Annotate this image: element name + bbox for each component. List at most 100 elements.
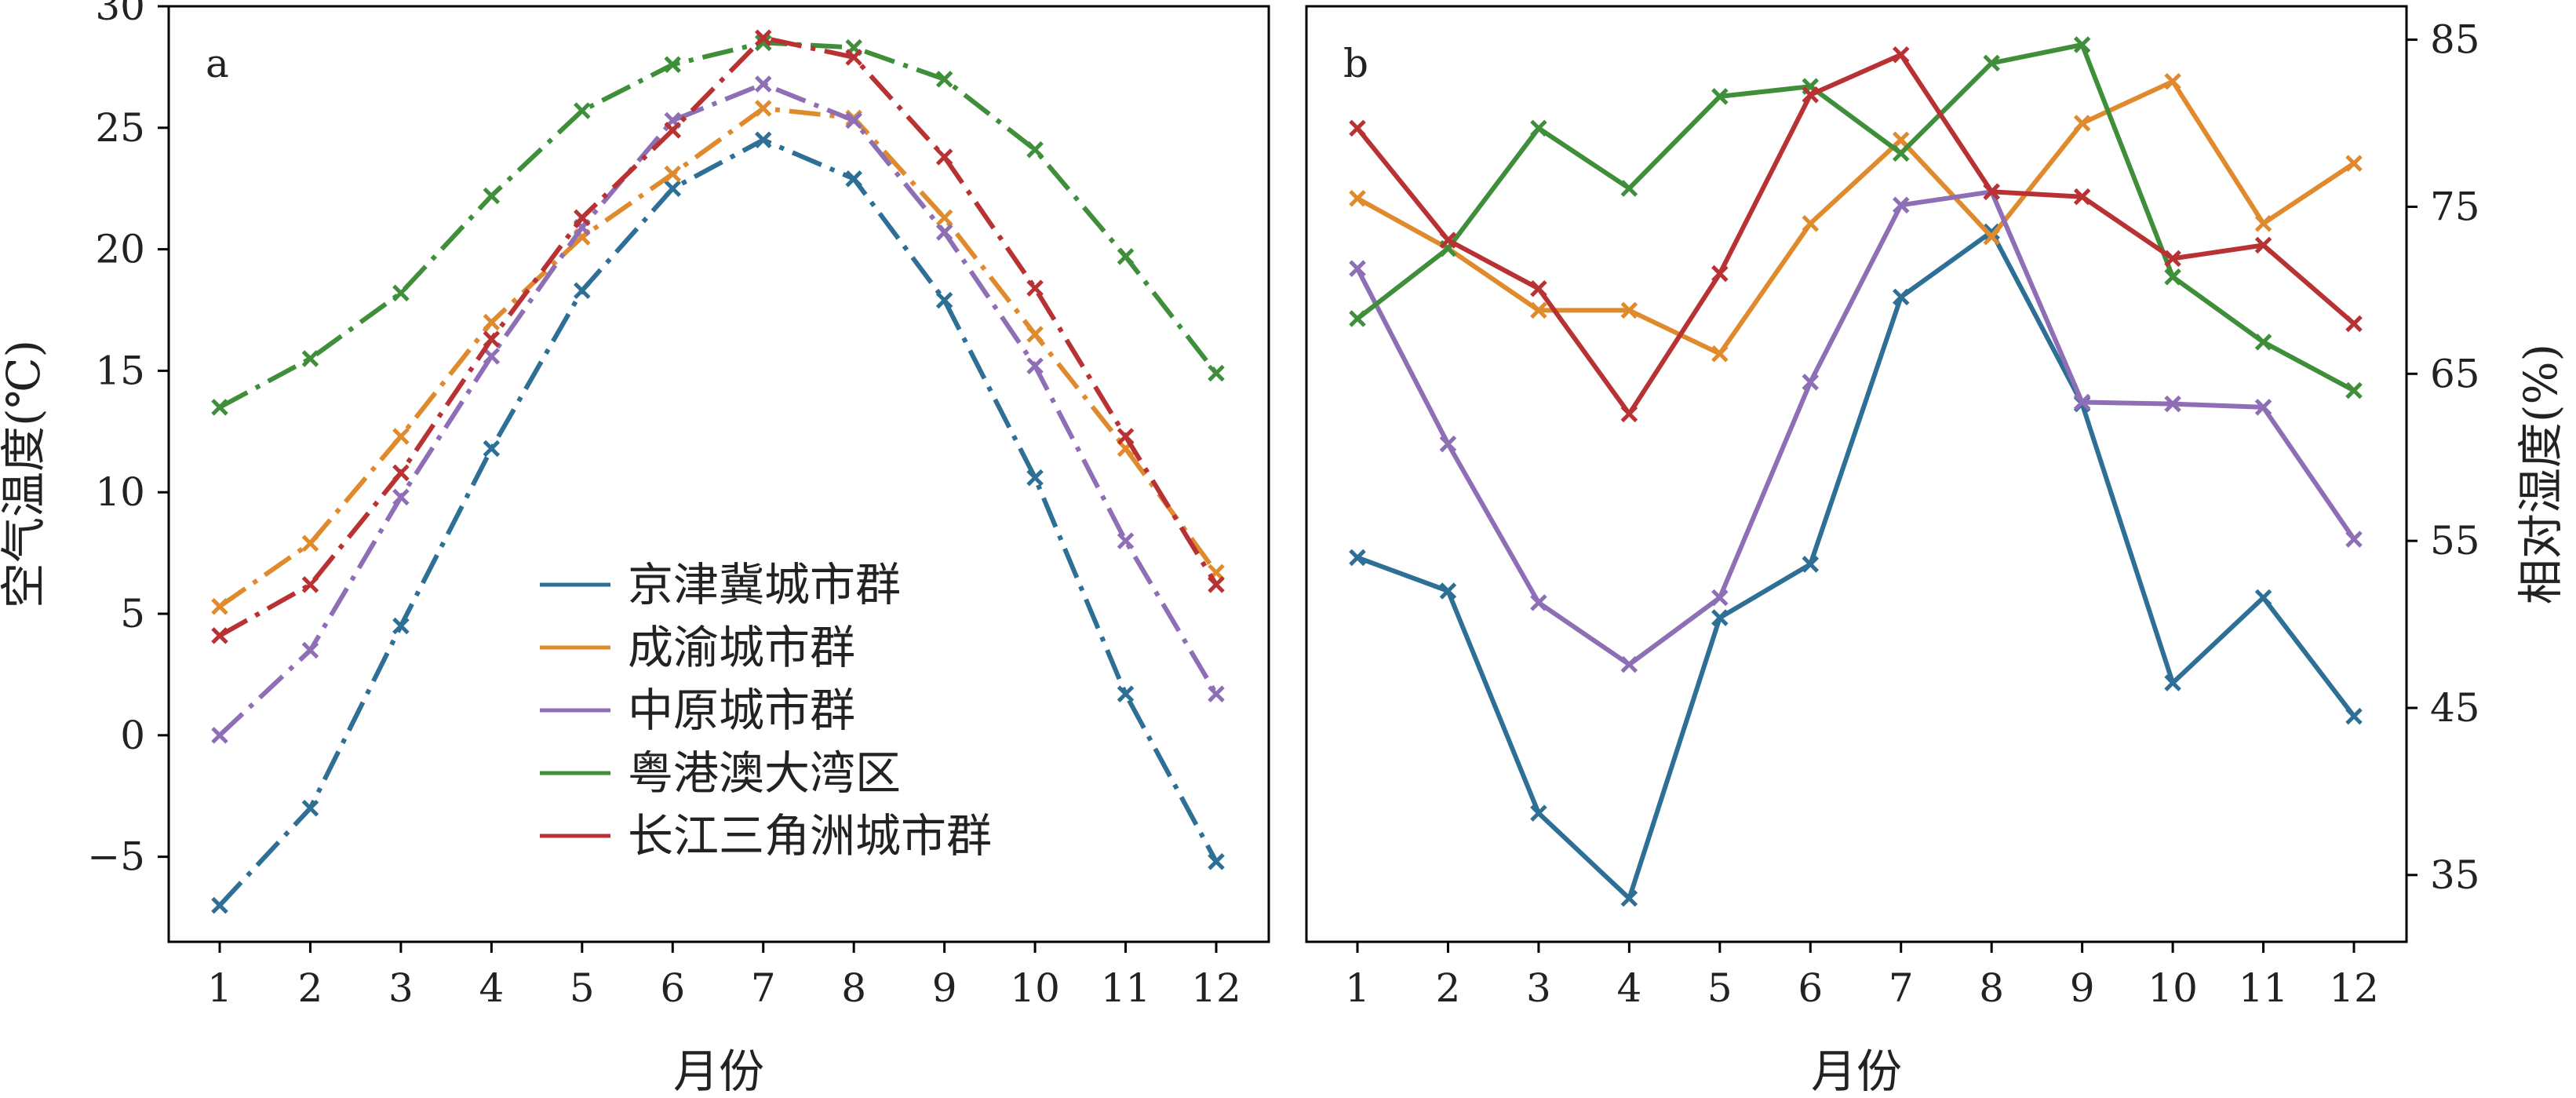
panel-b-data-point-marker xyxy=(2345,315,2363,333)
panel-a-data-point-marker xyxy=(574,209,591,227)
panel-a-data-point-marker xyxy=(1026,140,1044,159)
legend-label: 京津冀城市群 xyxy=(628,558,901,611)
panel-b-data-point-marker xyxy=(2073,393,2091,411)
panel-b-y-tick-label: 45 xyxy=(2430,685,2480,731)
panel-b-data-point-marker xyxy=(1983,223,2000,241)
panel-b-data-point-marker xyxy=(1802,374,1820,391)
panel-b-data-point-marker xyxy=(1349,549,1366,567)
panel-a-x-tick-label: 6 xyxy=(660,965,685,1011)
panel-b-y-tick-label: 65 xyxy=(2430,351,2480,396)
panel-b-series-line-4 xyxy=(1355,52,2356,417)
panel-b-data-point-marker xyxy=(1802,86,1820,104)
panel-a-data-point-marker xyxy=(1117,428,1135,445)
panel-b-data-point-marker xyxy=(1620,301,1638,319)
panel-b-data-point-marker xyxy=(1349,119,1366,137)
panel-a-data-point-marker xyxy=(301,799,319,817)
panel-a-data-point-marker xyxy=(1026,326,1044,343)
panel-b-data-point-marker xyxy=(1349,260,1366,277)
panel-a-data-point-marker xyxy=(1208,853,1225,870)
panel-b-x-tick-label: 2 xyxy=(1436,965,1461,1011)
panel-b-x-axis-title: 月份 xyxy=(1811,1045,1902,1098)
panel-b-letter: b xyxy=(1343,41,1368,86)
panel-a-data-point-marker xyxy=(1208,364,1225,382)
panel-b-data-point-marker xyxy=(1439,582,1457,600)
panel-a-data-point-marker xyxy=(392,488,410,506)
panel-b-data-point-marker xyxy=(1620,655,1638,673)
panel-a-y-tick-label: 25 xyxy=(95,105,145,151)
panel-b-data-point-marker xyxy=(1892,131,1910,149)
panel-a-data-point-marker xyxy=(483,440,501,458)
legend-label: 粤港澳大湾区 xyxy=(628,746,901,800)
panel-b-data-point-marker xyxy=(2073,36,2091,53)
panel-a-data-point-marker xyxy=(935,148,953,166)
panel-b-data-point-marker xyxy=(1530,301,1547,319)
panel-a-data-point-marker xyxy=(1117,685,1135,702)
panel-a-data-point-marker xyxy=(1026,357,1044,374)
panel-b-data-point-marker xyxy=(1892,288,1910,306)
panel-b-x-tick-label: 5 xyxy=(1707,965,1733,1011)
panel-b-data-point-marker xyxy=(1802,556,1820,573)
panel-b-data-point-marker xyxy=(1892,46,1910,64)
panel-b-data-point-marker xyxy=(1349,310,1366,327)
panel-a-data-point-marker xyxy=(301,350,319,367)
panel-a-x-tick-label: 2 xyxy=(298,965,323,1011)
panel-a-data-point-marker xyxy=(845,170,862,188)
panel-a-x-tick-label: 1 xyxy=(207,965,232,1011)
panel-a-data-point-marker xyxy=(754,100,772,117)
panel-b-data-point-marker xyxy=(2164,395,2181,413)
panel-a-y-axis-title: 空气温度(℃) xyxy=(0,340,50,608)
panel-a-data-point-marker xyxy=(935,224,953,241)
panel-b-y-axis-title: 相对湿度(%) xyxy=(2514,344,2567,604)
panel-a-data-point-marker xyxy=(845,111,862,129)
panel-b-y-tick-label: 85 xyxy=(2430,17,2480,63)
panel-b-data-point-marker xyxy=(1620,405,1638,423)
panel-a-data-point-marker xyxy=(392,464,410,482)
panel-b-data-point-marker xyxy=(2073,188,2091,206)
panel-b-data-point-marker xyxy=(1983,54,2000,72)
panel-b-data-point-marker xyxy=(1439,232,1457,249)
panel-b-x-tick-label: 1 xyxy=(1345,965,1370,1011)
panel-b-series-line-1 xyxy=(1356,78,2356,356)
panel-b-data-point-marker xyxy=(2345,707,2363,725)
panel-a-x-tick-label: 12 xyxy=(1191,965,1241,1011)
panel-b-series-line-0 xyxy=(1356,229,2356,901)
panel-a-plot-frame xyxy=(167,5,1270,943)
panel-a-x-axis-title: 月份 xyxy=(673,1045,764,1098)
panel-b-data-point-marker xyxy=(1711,589,1729,607)
panel-a-data-point-marker xyxy=(754,131,772,149)
panel-b-data-point-marker xyxy=(1802,214,1820,232)
panel-b-x-tick-label: 12 xyxy=(2329,965,2379,1011)
panel-b-data-point-marker xyxy=(1711,264,1729,283)
panel-b-series-line-2 xyxy=(1355,189,2356,667)
panel-a-data-point-marker xyxy=(392,428,410,445)
panel-a-data-point-marker xyxy=(664,122,682,139)
panel-b-data-point-marker xyxy=(2254,334,2272,351)
panel-a-data-point-marker xyxy=(754,75,772,93)
panel-a-x-tick-label: 10 xyxy=(1010,965,1060,1011)
panel-a-y-tick-label: 5 xyxy=(120,591,145,637)
legend-label: 长江三角洲城市群 xyxy=(628,809,992,863)
panel-a-data-point-marker xyxy=(1026,279,1044,297)
panel-b-x-tick-label: 9 xyxy=(2070,965,2095,1011)
panel-a-data-point-marker xyxy=(301,641,319,659)
panel-a-x-tick-label: 9 xyxy=(932,965,957,1011)
panel-a-data-point-marker xyxy=(664,165,682,183)
panel-a-data-point-marker xyxy=(483,187,501,205)
panel-b-y-tick-label: 55 xyxy=(2430,518,2480,564)
panel-b-data-point-marker xyxy=(1892,196,1910,214)
panel-a-data-point-marker xyxy=(935,291,953,309)
panel-b-data-point-marker xyxy=(1711,609,1729,626)
panel-a-data-point-marker xyxy=(1117,532,1135,549)
panel-a-data-point-marker xyxy=(392,284,410,302)
panel-a-data-point-marker xyxy=(211,627,228,644)
panel-a-data-point-marker xyxy=(845,49,862,66)
panel-a-letter: a xyxy=(206,41,229,86)
panel-a-data-point-marker xyxy=(211,597,228,615)
panel-a-data-point-marker xyxy=(483,313,501,331)
panel-b-x-tick-label: 8 xyxy=(1979,965,2004,1011)
panel-b-data-point-marker xyxy=(1530,119,1547,137)
panel-a-series-line-1 xyxy=(218,106,1219,609)
panel-b-x-tick-label: 4 xyxy=(1616,965,1641,1011)
